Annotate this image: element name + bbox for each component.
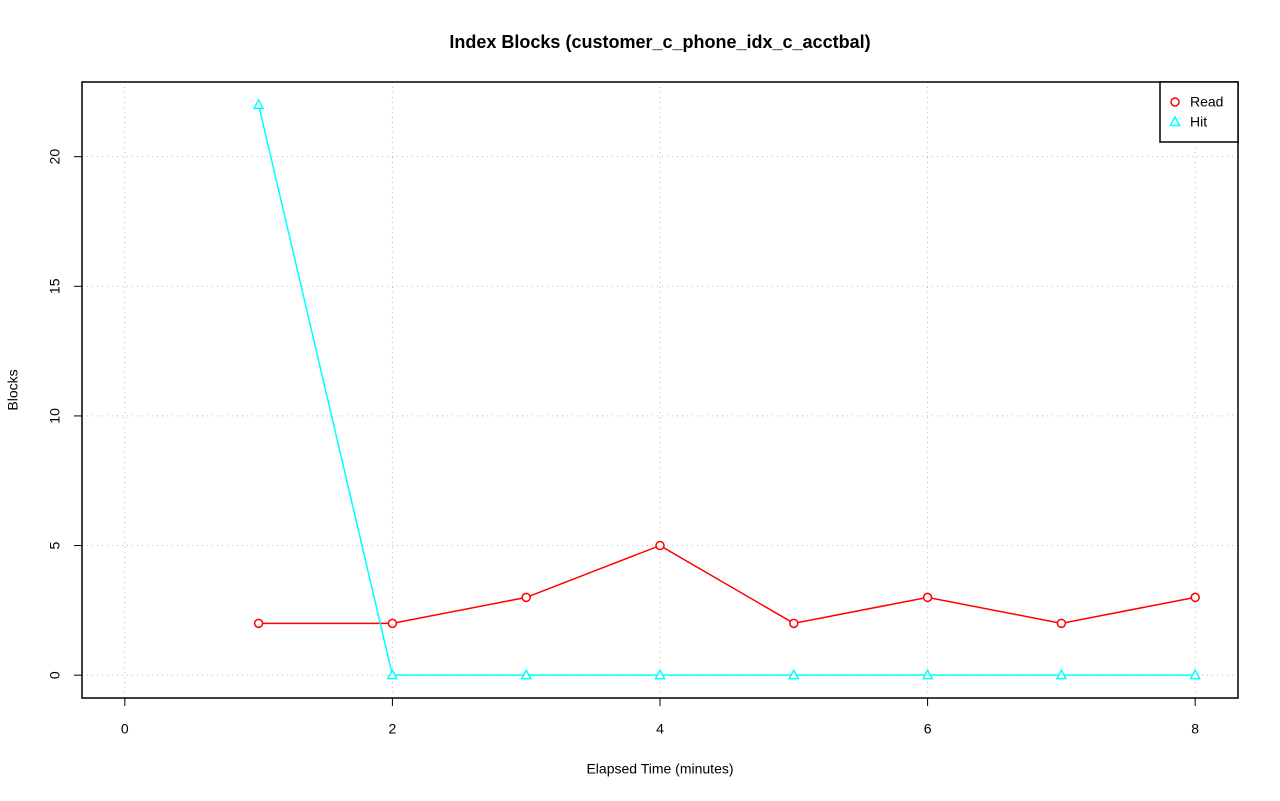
y-tick-label: 5 bbox=[47, 541, 63, 549]
point bbox=[1056, 618, 1067, 629]
chart-title: Index Blocks (customer_c_phone_idx_c_acc… bbox=[449, 32, 870, 52]
legend-marker bbox=[1169, 115, 1181, 127]
x-tick-label: 4 bbox=[656, 721, 664, 737]
point bbox=[1055, 668, 1068, 680]
point bbox=[253, 618, 264, 629]
point bbox=[520, 668, 532, 680]
point bbox=[387, 618, 398, 629]
series-line bbox=[257, 104, 1196, 676]
y-tick-label: 10 bbox=[47, 408, 63, 424]
point bbox=[789, 618, 799, 629]
x-tick-label: 8 bbox=[1191, 721, 1199, 737]
point bbox=[252, 98, 265, 110]
y-tick-label: 15 bbox=[47, 278, 63, 294]
point bbox=[1190, 592, 1200, 603]
x-axis-label: Elapsed Time (minutes) bbox=[586, 761, 733, 777]
y-axis-label: Blocks bbox=[5, 369, 21, 410]
x-tick-label: 6 bbox=[924, 721, 932, 737]
point bbox=[521, 592, 531, 603]
point bbox=[386, 668, 399, 680]
legend-marker bbox=[1170, 97, 1180, 107]
point bbox=[655, 540, 665, 551]
point bbox=[788, 668, 800, 680]
point bbox=[922, 592, 933, 603]
legend-label: Hit bbox=[1190, 114, 1207, 130]
x-tick-label: 2 bbox=[389, 721, 397, 737]
legend-box bbox=[1159, 81, 1239, 143]
plot-frame bbox=[81, 81, 1239, 699]
legend-label: Read bbox=[1190, 94, 1223, 110]
x-tick-label: 0 bbox=[121, 721, 129, 737]
series-line bbox=[258, 544, 1196, 625]
y-tick-label: 20 bbox=[47, 149, 63, 165]
point bbox=[1189, 668, 1201, 680]
point bbox=[654, 668, 666, 680]
y-tick-label: 0 bbox=[47, 671, 63, 679]
point bbox=[921, 668, 934, 680]
